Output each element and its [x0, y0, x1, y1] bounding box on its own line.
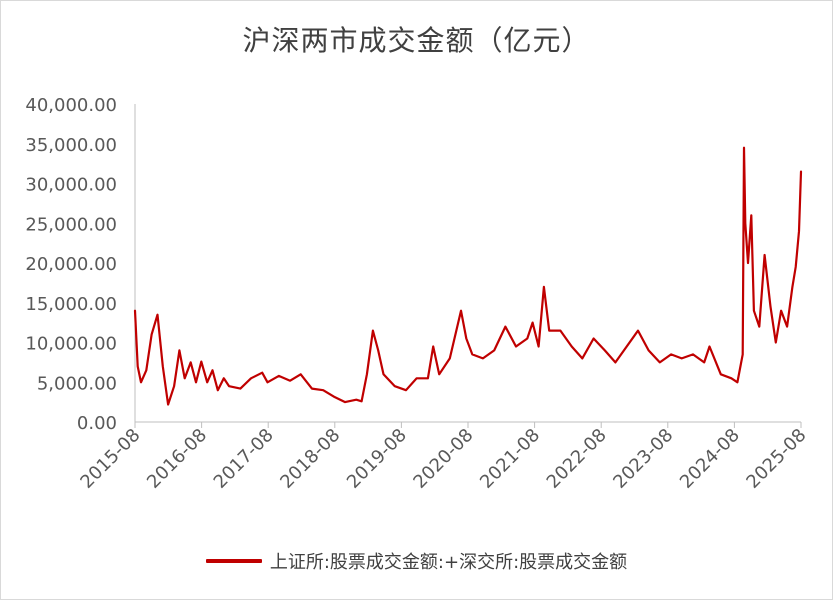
y-tick-label: 35,000.00 — [25, 135, 117, 156]
x-tick-label: 2016-08 — [143, 425, 211, 493]
x-tick-label: 2022-08 — [543, 425, 611, 493]
x-tick-label: 2020-08 — [409, 425, 477, 493]
x-tick-label: 2024-08 — [676, 425, 744, 493]
legend: 上证所:股票成交金额:+深交所:股票成交金额 — [1, 548, 832, 574]
x-tick-label: 2021-08 — [476, 425, 544, 493]
axes — [134, 104, 801, 423]
x-axis-ticks: 2015-082016-082017-082018-082019-082020-… — [76, 422, 811, 493]
y-axis-ticks: 0.00 5,000.00 10,000.00 15,000.00 20,000.00 2… — [25, 95, 117, 434]
x-tick-label: 2018-08 — [276, 425, 344, 493]
series-layer — [133, 146, 803, 406]
series-line — [133, 146, 803, 406]
chart-title: 沪深两市成交金额（亿元） — [242, 24, 591, 57]
x-tick-label: 2017-08 — [210, 425, 278, 493]
y-tick-label: 0.00 — [77, 413, 117, 434]
y-tick-label: 15,000.00 — [25, 294, 117, 315]
x-tick-label: 2015-08 — [76, 425, 144, 493]
x-tick-label: 2019-08 — [343, 425, 411, 493]
legend-swatch — [205, 559, 262, 563]
x-tick-label: 2025-08 — [742, 425, 810, 493]
y-tick-label: 25,000.00 — [25, 214, 117, 235]
y-tick-label: 20,000.00 — [25, 254, 117, 275]
y-tick-label: 10,000.00 — [25, 334, 117, 355]
x-tick-label: 2023-08 — [609, 425, 677, 493]
y-tick-label: 30,000.00 — [25, 175, 117, 196]
y-tick-label: 5,000.00 — [37, 373, 117, 394]
y-tick-label: 40,000.00 — [25, 95, 117, 116]
legend-label: 上证所:股票成交金额:+深交所:股票成交金额 — [269, 552, 628, 573]
